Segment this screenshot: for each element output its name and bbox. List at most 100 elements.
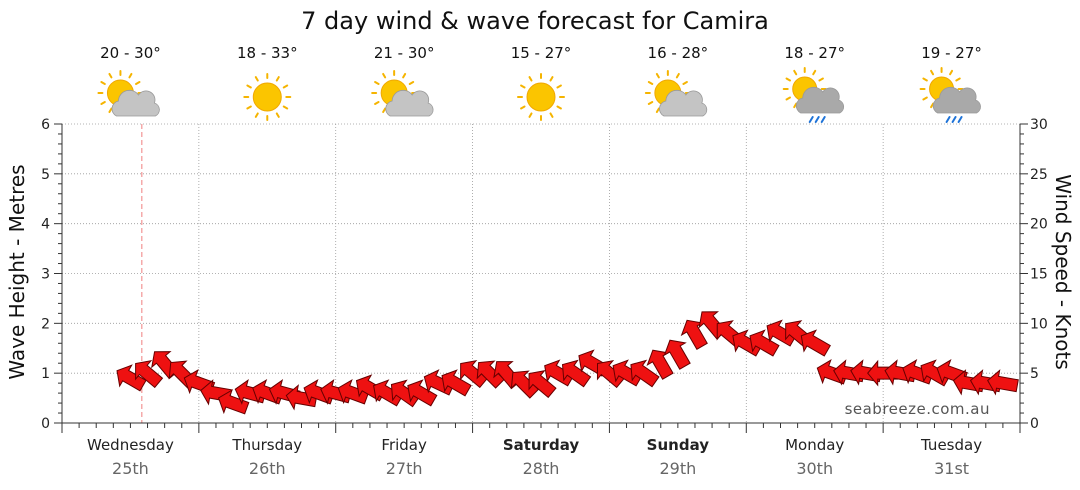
left-tick-label: 6 (41, 117, 50, 133)
wind-arrow (407, 379, 438, 407)
cloud-shape (111, 89, 160, 117)
sun-ray (108, 72, 113, 79)
sun-ray (549, 112, 554, 118)
wind-arrows (116, 311, 1019, 415)
sun-ray (682, 81, 688, 85)
sun-ray (128, 72, 133, 79)
date-label: 29th (659, 459, 696, 478)
right-tick-label: 10 (1030, 316, 1048, 332)
rain-drop (808, 116, 814, 123)
right-tick-label: 25 (1030, 167, 1048, 183)
sun-ray (382, 72, 387, 79)
wind-arrow (528, 369, 557, 399)
cloud-shape (659, 89, 708, 117)
sun-ray (812, 69, 817, 76)
sun-ray (520, 105, 526, 110)
sun-ray (930, 102, 935, 109)
sunny-icon (243, 73, 292, 121)
wind-arrow (441, 369, 472, 397)
sun-ray (785, 77, 791, 82)
chart-title: 7 day wind & wave forecast for Camira (301, 7, 769, 35)
sun-ray (922, 96, 928, 101)
sun-ray (402, 72, 407, 79)
rain-icon (782, 67, 845, 123)
sun-ray (246, 105, 252, 110)
sun-ray (408, 81, 415, 85)
wind-arrow (116, 364, 147, 392)
rain-drop (820, 116, 826, 123)
sun-ray (549, 76, 554, 82)
sun-ray (647, 81, 654, 85)
sun-ray (382, 107, 387, 114)
date-label: 27th (386, 459, 423, 478)
sun-ray (528, 112, 533, 118)
brand-watermark: seabreeze.com.au (845, 400, 990, 418)
sun-ray (275, 76, 280, 82)
axes: 0 1 2 3 4 5 6 0 5 10 15 20 25 30 Wednesday 25th Thursday… (41, 117, 1048, 478)
sun-ray (282, 84, 289, 89)
cloud-shape (385, 89, 434, 117)
sun-ray (793, 102, 798, 109)
sun-ray (374, 81, 380, 85)
sun-ray (930, 69, 935, 76)
partly-cloudy-icon (644, 70, 708, 117)
left-tick-label: 3 (41, 267, 50, 283)
wind-arrow (987, 369, 1019, 396)
sun-ray (246, 84, 252, 89)
day-label: Sunday (647, 436, 710, 454)
weather-row: 20 - 30° 18 - 33° 21 - 30° 15 - 27° 16 - 28°… (97, 44, 982, 123)
sun-ray (528, 76, 533, 82)
left-tick-label: 5 (41, 167, 50, 183)
left-axis-label: Wave Height - Metres (5, 164, 29, 379)
sun-ray (675, 72, 680, 79)
sun-ray (282, 105, 289, 110)
sun-ray (254, 112, 259, 118)
rain-drop (951, 116, 957, 123)
sun-ray (275, 112, 280, 118)
sun-ray (655, 72, 660, 79)
date-label: 30th (796, 459, 833, 478)
temperature-label: 18 - 33° (237, 44, 298, 62)
sun-disc (526, 82, 556, 112)
wind-arrow (680, 319, 708, 350)
partly-cloudy-icon (97, 70, 160, 117)
date-label: 26th (249, 459, 286, 478)
partly-cloudy-icon (371, 70, 434, 117)
sunny-icon (517, 73, 565, 121)
day-label: Wednesday (87, 436, 174, 454)
sun-ray (135, 81, 141, 85)
sun-ray (955, 77, 961, 82)
temperature-label: 21 - 30° (374, 44, 435, 62)
date-label: 28th (523, 459, 560, 478)
sun-ray (100, 81, 106, 85)
rain-icon (919, 67, 981, 123)
day-label: Thursday (231, 436, 302, 454)
left-tick-label: 4 (41, 217, 50, 233)
cloud-shape (932, 86, 981, 114)
rain-drop (945, 116, 951, 123)
temperature-label: 16 - 28° (648, 44, 709, 62)
right-tick-label: 0 (1030, 416, 1039, 432)
sun-ray (655, 107, 660, 114)
sun-ray (520, 84, 526, 89)
wind-arrow (217, 388, 250, 415)
temperature-label: 20 - 30° (100, 44, 161, 62)
wind-arrow (135, 360, 164, 389)
cloud-shape (795, 86, 845, 114)
right-axis-label: Wind Speed - Knots (1051, 174, 1075, 370)
right-tick-label: 5 (1030, 366, 1039, 382)
sun-ray (785, 96, 791, 101)
sun-disc (252, 82, 282, 112)
wind-arrow (749, 329, 780, 357)
right-tick-label: 30 (1030, 117, 1048, 133)
day-label: Tuesday (920, 436, 982, 454)
left-tick-label: 2 (41, 316, 50, 332)
right-tick-label: 20 (1030, 217, 1048, 233)
left-tick-label: 0 (41, 416, 50, 432)
sun-ray (100, 101, 106, 105)
temperature-label: 19 - 27° (921, 44, 982, 62)
rain-drop (814, 116, 820, 123)
wind-arrow (663, 339, 691, 370)
temperature-label: 18 - 27° (784, 44, 845, 62)
